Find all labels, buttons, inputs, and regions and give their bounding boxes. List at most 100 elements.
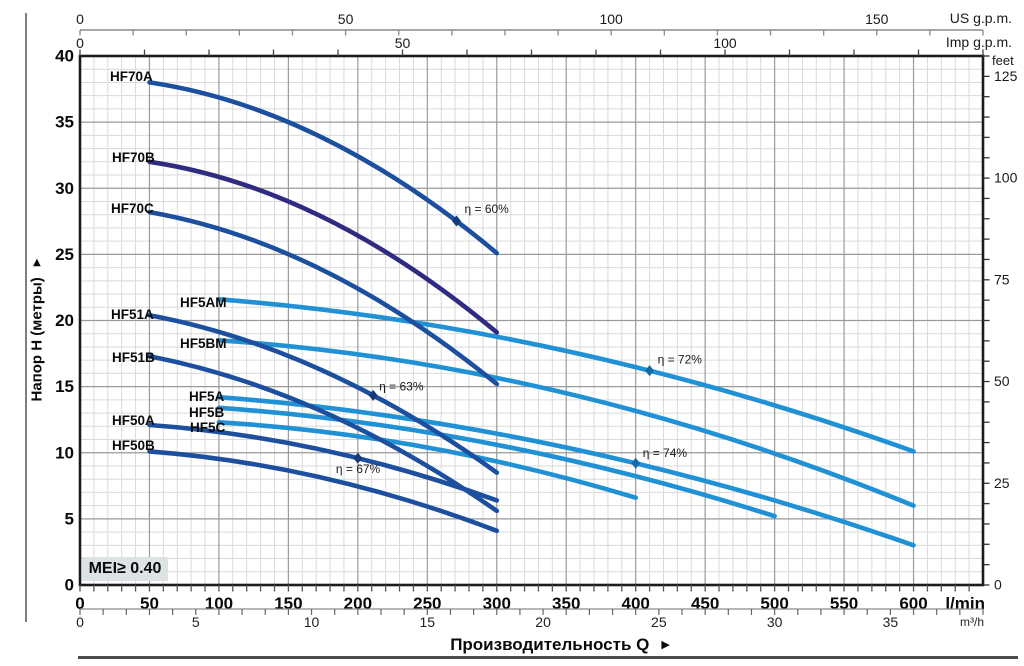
axis-label: 20 <box>55 311 74 330</box>
m3h-unit-label: m³/h <box>960 615 984 629</box>
axis-label: 250 <box>413 594 441 613</box>
axis-label: 30 <box>767 614 783 630</box>
curve-hf50b <box>147 449 500 534</box>
efficiency-label: η = 72% <box>658 353 703 367</box>
lmin-unit-label: l/min <box>945 594 985 613</box>
imp-gpm-unit-label: Imp g.p.m. <box>946 34 1012 50</box>
axis-label: 100 <box>994 170 1018 186</box>
axis-label: 15 <box>55 377 74 396</box>
curve-label-hf5bm: HF5BM <box>180 336 227 351</box>
curve-label-hf5a: HF5A <box>189 389 225 404</box>
axis-label: 5 <box>192 614 200 630</box>
curve-label-hf50b: HF50B <box>112 438 155 453</box>
x-axis-title: Производительность Q ▶ <box>450 635 670 655</box>
axis-label: 50 <box>140 594 159 613</box>
efficiency-label: η = 74% <box>643 446 688 460</box>
axis-label: 35 <box>883 614 899 630</box>
curve-hf51b <box>147 353 500 514</box>
axis-label: 150 <box>274 594 302 613</box>
efficiency-marker-diamond <box>645 365 655 377</box>
axis-label: 450 <box>691 594 719 613</box>
feet-unit-label: feet <box>992 53 1014 68</box>
axis-label: 10 <box>304 614 320 630</box>
axis-label: 50 <box>395 35 411 51</box>
bottom-page-rule <box>78 656 1018 659</box>
curve-label-hf50a: HF50A <box>112 413 155 428</box>
axis-label: 0 <box>76 35 84 51</box>
axis-label: 0 <box>75 594 84 613</box>
axis-label: 300 <box>483 594 511 613</box>
axis-label: 550 <box>830 594 858 613</box>
axis-label: 600 <box>899 594 927 613</box>
curve-label-hf70c: HF70C <box>111 201 154 216</box>
efficiency-marker-diamond <box>353 452 363 464</box>
efficiency-label: η = 60% <box>464 202 509 216</box>
curve-hf70c <box>147 209 500 387</box>
curve-hf5b <box>216 405 777 519</box>
efficiency-marker-diamond <box>631 457 641 469</box>
efficiency-label: η = 67% <box>336 462 381 476</box>
axis-label: 350 <box>552 594 580 613</box>
curve-label-hf51b: HF51B <box>112 350 155 365</box>
axis-label: 125 <box>994 68 1018 84</box>
axis-label: 10 <box>55 443 74 462</box>
curve-hf50a <box>147 422 500 503</box>
axis-label: 400 <box>622 594 650 613</box>
axis-label: 0 <box>65 576 74 595</box>
curve-label-hf70a: HF70A <box>110 69 153 84</box>
curve-hf70a <box>147 80 500 256</box>
curve-hf5a <box>216 394 916 548</box>
axis-label: 40 <box>55 47 74 66</box>
axis-label: 100 <box>599 11 623 27</box>
us-gpm-unit-label: US g.p.m. <box>950 10 1012 26</box>
curve-hf5c <box>216 420 638 500</box>
axis-label: 200 <box>344 594 372 613</box>
efficiency-marker-diamond <box>451 215 461 227</box>
up-arrow-icon: ▶ <box>31 258 43 267</box>
efficiency-label: η = 63% <box>379 379 424 393</box>
axis-label: 100 <box>713 35 737 51</box>
axis-label: 0 <box>76 614 84 630</box>
curve-label-hf5am: HF5AM <box>180 295 227 310</box>
y-axis-title-text: Напор H (метры) <box>28 277 46 402</box>
curve-label-hf5b: HF5B <box>189 405 225 420</box>
curve-label-hf5c: HF5C <box>190 420 226 435</box>
mei-badge: MEI≥ 0.40 <box>82 557 168 581</box>
axis-label: 15 <box>420 614 436 630</box>
curve-hf70b <box>147 159 500 335</box>
efficiency-markers: η = 60% η = 63% η = 67% η = 72% η = 74% <box>336 202 702 476</box>
axis-label: 30 <box>55 179 74 198</box>
axis-label: 25 <box>55 245 74 264</box>
axis-head-metres: 0 5 10 15 20 25 30 35 40 <box>55 47 74 595</box>
axis-label: 50 <box>994 373 1010 389</box>
axis-us-gpm: 0 50 100 150 US g.p.m. <box>76 10 1012 36</box>
curve-hf5bm <box>216 338 916 508</box>
efficiency-marker-diamond <box>368 389 378 401</box>
axis-label: 50 <box>338 11 354 27</box>
axis-label: 150 <box>865 11 889 27</box>
axis-label: 500 <box>760 594 788 613</box>
curve-hf5am <box>216 297 916 454</box>
axis-label: 75 <box>994 271 1010 287</box>
axis-label: 0 <box>994 577 1002 593</box>
axis-imp-gpm: 0 50 100 Imp g.p.m. <box>76 34 1012 56</box>
axis-m3h: 0 5 10 15 20 25 30 35 m³/h <box>76 608 984 630</box>
axis-lmin: 0 50 100 150 200 250 300 350 400 450 500 550 600 l/mi… <box>75 585 985 613</box>
left-page-rule <box>25 13 27 622</box>
curve-label-hf70b: HF70B <box>112 150 155 165</box>
x-axis-title-text: Производительность Q <box>450 635 650 654</box>
axis-label: 20 <box>535 614 551 630</box>
axis-label: 25 <box>651 614 667 630</box>
curves <box>147 80 916 548</box>
curve-hf51a <box>147 312 500 475</box>
axis-label: 5 <box>65 509 74 528</box>
right-arrow-icon: ▶ <box>661 639 670 651</box>
axis-label: 0 <box>76 11 84 27</box>
curve-label-hf51a: HF51A <box>111 307 154 322</box>
y-axis-title: Напор H (метры) ▶ <box>29 259 46 402</box>
axis-label: 25 <box>994 475 1010 491</box>
axis-label: 100 <box>205 594 233 613</box>
